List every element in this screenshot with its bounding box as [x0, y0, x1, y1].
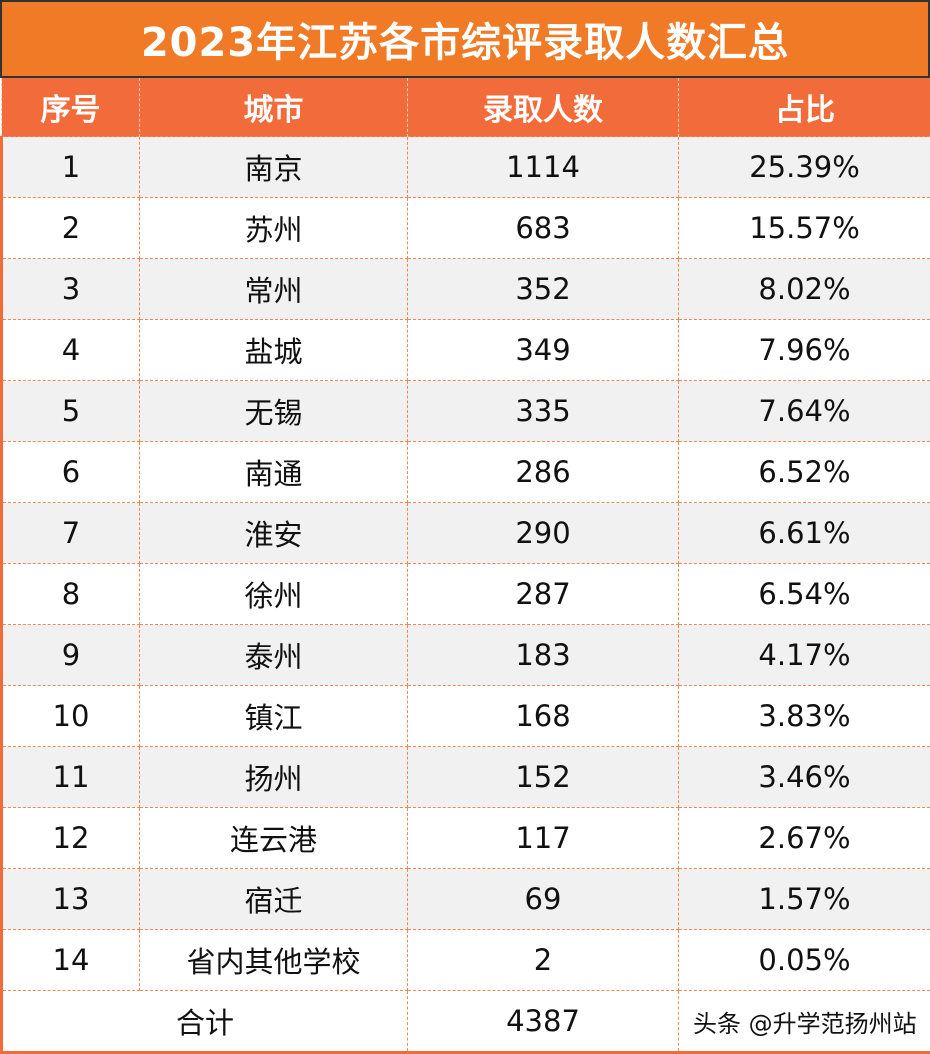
table-row: 2 苏州 683 15.57% — [2, 198, 930, 259]
row-city: 南通 — [140, 442, 408, 503]
row-ratio: 3.46% — [679, 747, 930, 808]
row-city: 连云港 — [140, 808, 408, 869]
row-ratio: 6.54% — [679, 564, 930, 625]
row-ratio: 7.96% — [679, 320, 930, 381]
total-row: 合计 4387 头条 @升学范扬州站 — [2, 991, 930, 1053]
row-index: 5 — [2, 381, 140, 442]
row-index: 9 — [2, 625, 140, 686]
table-row: 3 常州 352 8.02% — [2, 259, 930, 320]
row-index: 11 — [2, 747, 140, 808]
row-count: 287 — [408, 564, 679, 625]
row-ratio: 8.02% — [679, 259, 930, 320]
row-ratio: 15.57% — [679, 198, 930, 259]
row-index: 1 — [2, 137, 140, 198]
table-row: 7 淮安 290 6.61% — [2, 503, 930, 564]
row-count: 183 — [408, 625, 679, 686]
header-city: 城市 — [140, 78, 408, 137]
table-row: 9 泰州 183 4.17% — [2, 625, 930, 686]
header-count: 录取人数 — [408, 78, 679, 137]
row-count: 352 — [408, 259, 679, 320]
row-ratio: 7.64% — [679, 381, 930, 442]
row-index: 7 — [2, 503, 140, 564]
row-count: 152 — [408, 747, 679, 808]
row-count: 335 — [408, 381, 679, 442]
row-count: 349 — [408, 320, 679, 381]
row-count: 2 — [408, 930, 679, 991]
header-ratio: 占比 — [679, 78, 930, 137]
row-index: 13 — [2, 869, 140, 930]
row-city: 苏州 — [140, 198, 408, 259]
row-index: 4 — [2, 320, 140, 381]
row-city: 镇江 — [140, 686, 408, 747]
row-index: 12 — [2, 808, 140, 869]
row-count: 683 — [408, 198, 679, 259]
row-index: 14 — [2, 930, 140, 991]
row-city: 徐州 — [140, 564, 408, 625]
total-count: 4387 — [408, 991, 679, 1053]
table-row: 8 徐州 287 6.54% — [2, 564, 930, 625]
row-ratio: 4.17% — [679, 625, 930, 686]
row-city: 无锡 — [140, 381, 408, 442]
row-count: 290 — [408, 503, 679, 564]
watermark-text: 头条 @升学范扬州站 — [679, 991, 930, 1053]
header-index: 序号 — [2, 78, 140, 137]
header-row: 序号 城市 录取人数 占比 — [2, 78, 930, 137]
row-index: 3 — [2, 259, 140, 320]
row-count: 1114 — [408, 137, 679, 198]
row-count: 117 — [408, 808, 679, 869]
table-row: 5 无锡 335 7.64% — [2, 381, 930, 442]
row-city: 盐城 — [140, 320, 408, 381]
table-row: 13 宿迁 69 1.57% — [2, 869, 930, 930]
row-count: 168 — [408, 686, 679, 747]
row-ratio: 1.57% — [679, 869, 930, 930]
row-ratio: 25.39% — [679, 137, 930, 198]
row-ratio: 2.67% — [679, 808, 930, 869]
row-city: 泰州 — [140, 625, 408, 686]
table-row: 4 盐城 349 7.96% — [2, 320, 930, 381]
row-city: 南京 — [140, 137, 408, 198]
row-city: 省内其他学校 — [140, 930, 408, 991]
row-city: 常州 — [140, 259, 408, 320]
row-index: 10 — [2, 686, 140, 747]
row-count: 69 — [408, 869, 679, 930]
row-count: 286 — [408, 442, 679, 503]
row-index: 8 — [2, 564, 140, 625]
row-city: 宿迁 — [140, 869, 408, 930]
row-ratio: 6.61% — [679, 503, 930, 564]
table-row: 11 扬州 152 3.46% — [2, 747, 930, 808]
table-title: 2023年江苏各市综评录取人数汇总 — [0, 0, 930, 78]
table-row: 6 南通 286 6.52% — [2, 442, 930, 503]
row-city: 淮安 — [140, 503, 408, 564]
table-row: 14 省内其他学校 2 0.05% — [2, 930, 930, 991]
row-index: 2 — [2, 198, 140, 259]
row-city: 扬州 — [140, 747, 408, 808]
row-ratio: 3.83% — [679, 686, 930, 747]
table-row: 12 连云港 117 2.67% — [2, 808, 930, 869]
row-ratio: 6.52% — [679, 442, 930, 503]
table-row: 1 南京 1114 25.39% — [2, 137, 930, 198]
admission-table: 序号 城市 录取人数 占比 1 南京 1114 25.39% 2 苏州 683 … — [0, 78, 930, 1054]
row-ratio: 0.05% — [679, 930, 930, 991]
table-row: 10 镇江 168 3.83% — [2, 686, 930, 747]
total-label: 合计 — [2, 991, 408, 1053]
row-index: 6 — [2, 442, 140, 503]
